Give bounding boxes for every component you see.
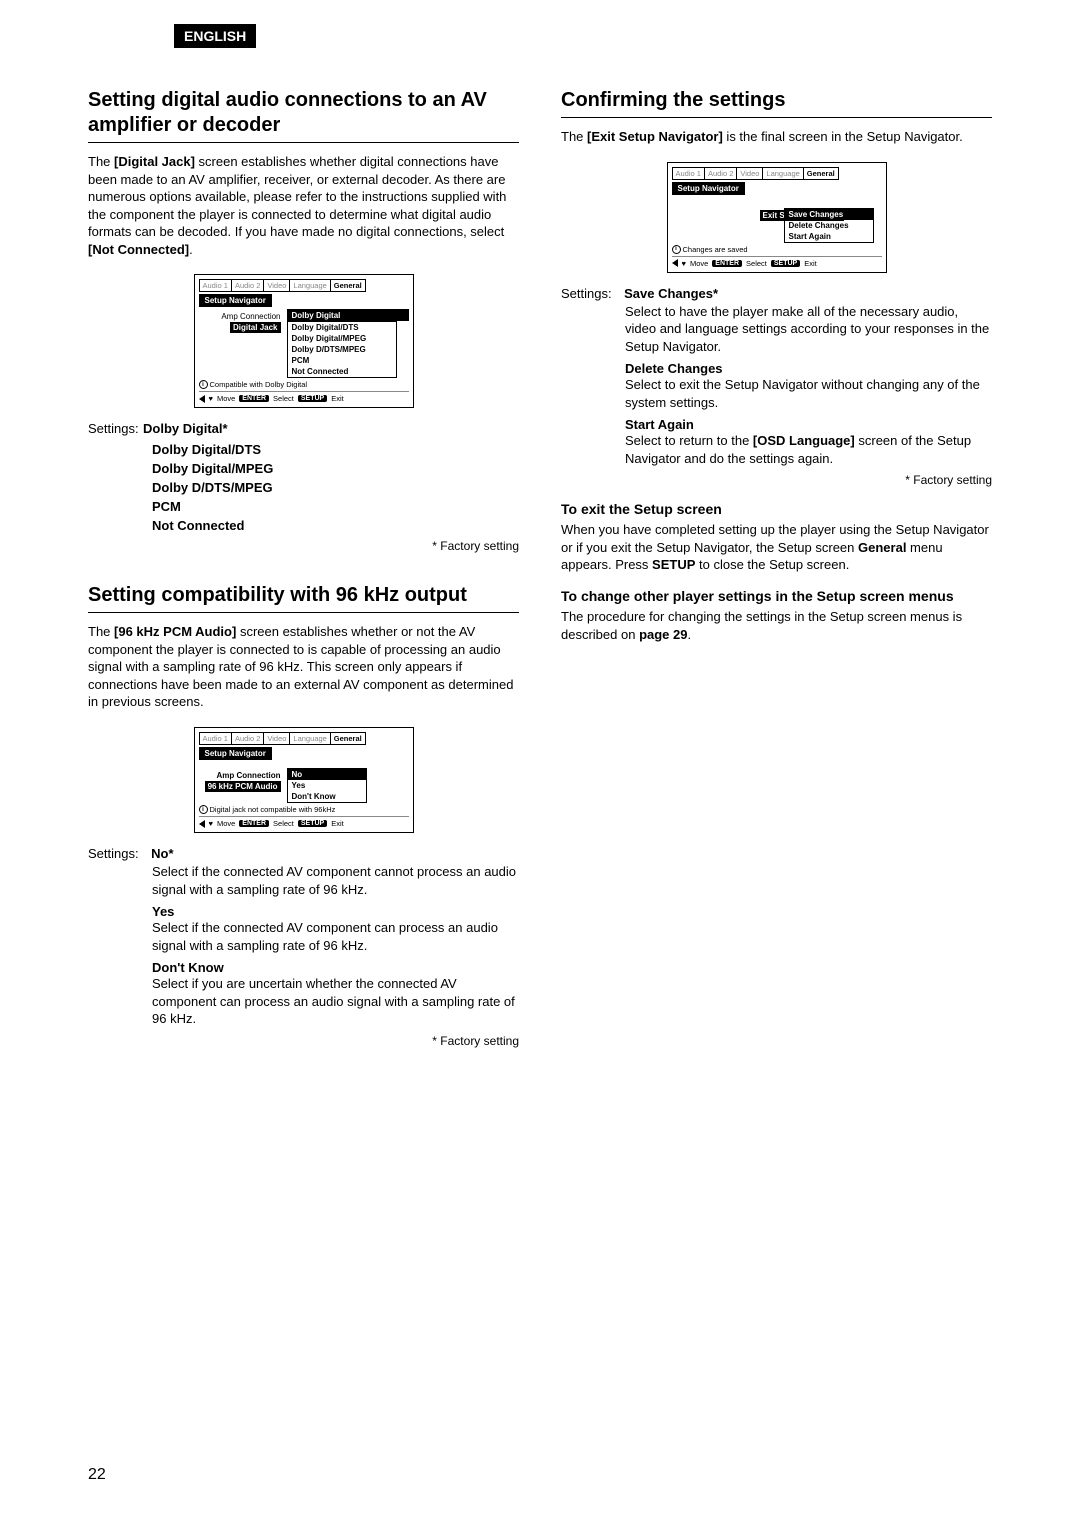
left-column: Setting digital audio connections to an … — [88, 88, 519, 1048]
page-number: 22 — [88, 1466, 106, 1484]
osd-option: Save Changes — [785, 209, 873, 220]
factory-note: * Factory setting — [88, 539, 519, 553]
setting-option: Dolby Digital/MPEG — [152, 461, 519, 476]
exit-para: When you have completed setting up the p… — [561, 521, 992, 574]
change-para: The procedure for changing the settings … — [561, 608, 992, 643]
osd-tab-active: General — [330, 279, 366, 292]
setting-desc: Select to exit the Setup Navigator witho… — [625, 376, 992, 411]
section1-para: The [Digital Jack] screen establishes wh… — [88, 153, 519, 258]
content-columns: Setting digital audio connections to an … — [88, 88, 992, 1048]
section1-settings: Settings: Dolby Digital* Dolby Digital/D… — [88, 420, 519, 553]
osd-footer: ♥Move ENTERSelect SETUPExit — [672, 256, 882, 268]
osd-tab: Video — [263, 732, 290, 745]
setting-name: Delete Changes — [625, 361, 992, 376]
osd-tab-active: General — [330, 732, 366, 745]
osd-96khz: Audio 1 Audio 2 Video Language General S… — [88, 727, 519, 833]
setting-option: Dolby D/DTS/MPEG — [152, 480, 519, 495]
osd-options: Dolby Digital/DTS Dolby Digital/MPEG Dol… — [287, 321, 397, 378]
setting-name: Don't Know — [152, 960, 519, 975]
osd-left-labels: Amp Connection 96 kHz PCM Audio — [199, 768, 287, 793]
osd-tab: Audio 2 — [231, 279, 264, 292]
confirm-heading: Confirming the settings — [561, 88, 992, 118]
setting-option: Dolby Digital/DTS — [152, 442, 519, 457]
osd-option: Dolby Digital/MPEG — [288, 333, 396, 344]
exit-heading: To exit the Setup screen — [561, 501, 992, 517]
osd-options: No Yes Don't Know — [287, 768, 367, 803]
osd-tab: Video — [736, 167, 763, 180]
osd-option: Start Again — [785, 231, 873, 242]
setting-desc: Select if the connected AV component can… — [152, 919, 519, 954]
info-icon: i — [672, 245, 681, 254]
osd-tab: Language — [289, 279, 330, 292]
osd-tab: Video — [263, 279, 290, 292]
osd-option: Dolby D/DTS/MPEG — [288, 344, 396, 355]
osd-tab: Language — [289, 732, 330, 745]
osd-option: Don't Know — [288, 791, 366, 802]
osd-tab: Language — [762, 167, 803, 180]
osd-info: iChanges are saved — [672, 245, 882, 254]
osd-tab: Audio 2 — [231, 732, 264, 745]
change-heading: To change other player settings in the S… — [561, 588, 992, 604]
osd-exit: Audio 1 Audio 2 Video Language General S… — [561, 162, 992, 273]
setting-option: PCM — [152, 499, 519, 514]
osd-option: PCM — [288, 355, 396, 366]
setting-desc: Select if you are uncertain whether the … — [152, 975, 519, 1028]
osd-info: iDigital jack not compatible with 96kHz — [199, 805, 409, 814]
language-badge: ENGLISH — [174, 24, 256, 48]
osd-tab: Audio 2 — [704, 167, 737, 180]
osd-tab: Audio 1 — [199, 279, 232, 292]
osd-left-labels: Amp Connection Digital Jack — [199, 309, 287, 334]
osd-option: Yes — [288, 780, 366, 791]
nav-left-icon — [199, 820, 205, 828]
osd-tabs: Audio 1 Audio 2 Video Language General — [199, 279, 409, 292]
osd-footer: ♥Move ENTERSelect SETUPExit — [199, 816, 409, 828]
setting-desc: Select if the connected AV component can… — [152, 863, 519, 898]
osd-info: iCompatible with Dolby Digital — [199, 380, 409, 389]
factory-note: * Factory setting — [88, 1034, 519, 1048]
right-column: Confirming the settings The [Exit Setup … — [561, 88, 992, 1048]
section1-heading: Setting digital audio connections to an … — [88, 88, 519, 143]
osd-option: No — [288, 769, 366, 780]
osd-options: Save Changes Delete Changes Start Again — [784, 208, 874, 243]
info-icon: i — [199, 805, 208, 814]
setting-name: Start Again — [625, 417, 992, 432]
factory-note: * Factory setting — [561, 473, 992, 487]
osd-option: Delete Changes — [785, 220, 873, 231]
osd-tab: Audio 1 — [672, 167, 705, 180]
setting-desc: Select to have the player make all of th… — [625, 303, 992, 356]
confirm-settings: Settings: Save Changes* Select to have t… — [561, 285, 992, 488]
osd-tab: Audio 1 — [199, 732, 232, 745]
osd-footer: ♥Move ENTERSelect SETUPExit — [199, 391, 409, 403]
nav-left-icon — [672, 259, 678, 267]
nav-left-icon — [199, 395, 205, 403]
osd-tab-active: General — [803, 167, 839, 180]
osd-setup-nav: Setup Navigator — [199, 747, 272, 760]
section2-heading: Setting compatibility with 96 kHz output — [88, 583, 519, 613]
info-icon: i — [199, 380, 208, 389]
setting-name: Yes — [152, 904, 519, 919]
osd-digital-jack: Audio 1 Audio 2 Video Language General S… — [88, 274, 519, 408]
setting-desc: Select to return to the [OSD Language] s… — [625, 432, 992, 467]
osd-setup-nav: Setup Navigator — [672, 182, 745, 195]
osd-setup-nav: Setup Navigator — [199, 294, 272, 307]
osd-option: Dolby Digital/DTS — [288, 322, 396, 333]
setting-option: Not Connected — [152, 518, 519, 533]
section2-para: The [96 kHz PCM Audio] screen establishe… — [88, 623, 519, 711]
osd-option: Not Connected — [288, 366, 396, 377]
section2-settings: Settings: No* Select if the connected AV… — [88, 845, 519, 1048]
confirm-para: The [Exit Setup Navigator] is the final … — [561, 128, 992, 146]
osd-selected-title: Dolby Digital — [287, 309, 409, 321]
